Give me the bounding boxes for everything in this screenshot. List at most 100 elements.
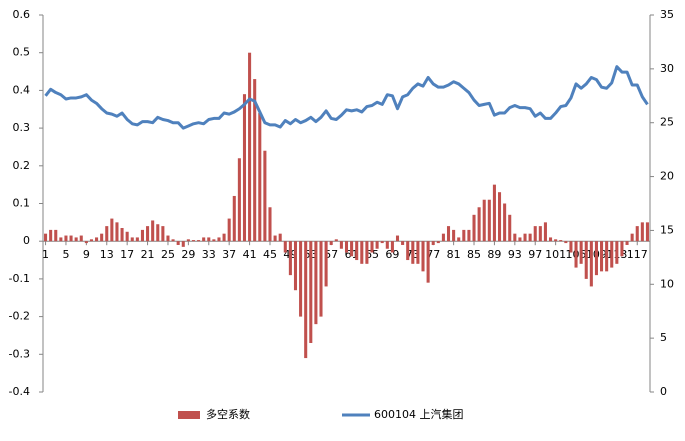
bar: [380, 241, 384, 244]
bar: [554, 239, 558, 242]
bar: [610, 241, 614, 268]
bar: [569, 241, 573, 253]
x-tick-label: 85: [467, 248, 481, 261]
bar: [401, 241, 405, 245]
y-tick-label: -0.4: [9, 385, 30, 398]
bar: [283, 241, 287, 253]
legend-swatch: [178, 411, 200, 419]
bar: [191, 240, 196, 242]
bar: [360, 241, 364, 264]
bar: [197, 240, 201, 242]
bar: [533, 226, 537, 242]
bar: [375, 241, 379, 249]
bar: [594, 241, 598, 276]
bar: [492, 184, 496, 242]
bar: [242, 94, 247, 242]
bar: [248, 52, 252, 242]
x-tick-label: 41: [243, 248, 257, 261]
bar: [589, 241, 593, 287]
x-tick-label: 93: [508, 248, 522, 261]
bar: [421, 241, 425, 272]
x-tick-label: 89: [487, 248, 501, 261]
bar: [584, 241, 588, 279]
bar: [467, 229, 471, 242]
y-tick-label: 0.1: [13, 197, 31, 210]
bar: [181, 241, 185, 247]
bar: [110, 218, 114, 242]
x-tick-label: 37: [222, 248, 236, 261]
y-tick-label: 0.5: [13, 46, 31, 59]
bar: [523, 233, 527, 242]
bar: [151, 220, 155, 242]
bar: [217, 237, 221, 242]
bar: [273, 235, 277, 242]
line: [44, 65, 649, 130]
y2-tick-label: 5: [660, 331, 667, 344]
bar: [44, 233, 48, 242]
bar: [497, 192, 502, 242]
bar: [600, 241, 604, 272]
bar: [299, 241, 303, 317]
bar: [115, 222, 119, 242]
bar: [416, 241, 420, 264]
bar: [100, 233, 104, 242]
bar: [222, 233, 226, 242]
bar: [95, 237, 99, 242]
bar: [477, 207, 481, 242]
x-tick-label: 97: [528, 248, 542, 261]
x-tick-label: 13: [100, 248, 114, 261]
bar: [49, 229, 53, 242]
y2-tick-label: 10: [660, 277, 674, 290]
y-tick-label: -0.2: [9, 310, 30, 323]
y-tick-label: 0.3: [13, 121, 31, 134]
bar: [503, 203, 507, 242]
bar: [528, 233, 532, 242]
y2-tick-label: 35: [660, 8, 674, 21]
bar: [176, 241, 180, 245]
bar: [334, 239, 338, 242]
bar: [54, 229, 58, 242]
x-tick-label: 21: [141, 248, 155, 261]
bar: [212, 239, 216, 242]
bar: [146, 226, 150, 242]
y-tick-label: 0.4: [13, 83, 31, 96]
x-tick-label: 57: [324, 248, 338, 261]
bar: [615, 241, 619, 264]
y-tick-label: 0.2: [13, 159, 31, 172]
x-tick-label: 101: [545, 248, 566, 261]
x-tick-label: 117: [627, 248, 648, 261]
bar: [635, 226, 639, 242]
legend-label: 600104 上汽集团: [374, 407, 464, 421]
x-tick-label: 33: [202, 248, 216, 261]
bar: [406, 241, 410, 261]
x-tick-label: 1: [42, 248, 49, 261]
bar: [253, 79, 257, 242]
y-tick-label: 0: [23, 234, 30, 247]
bar: [344, 241, 349, 253]
bar: [84, 241, 88, 244]
bar: [161, 226, 165, 242]
bar: [268, 207, 272, 242]
bar: [625, 241, 629, 245]
y2-tick-label: 15: [660, 223, 674, 236]
bar: [579, 241, 583, 264]
bar: [227, 218, 231, 242]
x-tick-label: 5: [62, 248, 69, 261]
bar: [304, 241, 308, 359]
y2-tick-label: 30: [660, 62, 674, 75]
bar: [472, 214, 476, 242]
bar: [574, 241, 578, 268]
bar: [436, 241, 440, 244]
x-tick-label: 9: [83, 248, 90, 261]
bar: [324, 241, 328, 287]
bar: [370, 241, 374, 253]
bar: [89, 239, 93, 242]
x-tick-label: 69: [385, 248, 399, 261]
bar: [339, 241, 343, 249]
bar: [513, 233, 517, 242]
bar: [329, 241, 333, 245]
bar: [355, 241, 359, 261]
bar: [395, 235, 400, 242]
